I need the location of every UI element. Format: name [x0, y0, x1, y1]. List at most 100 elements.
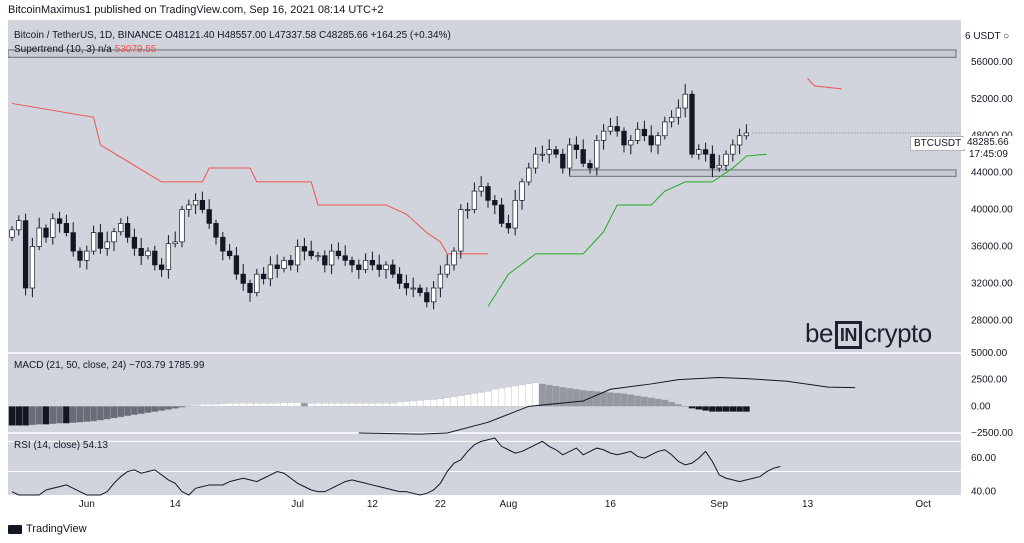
rsi-legend[interactable]: RSI (14, close) 54.13	[14, 440, 108, 451]
macd-bar-105	[722, 406, 730, 412]
candle-body-96	[662, 121, 668, 137]
macd-bar-20	[144, 406, 152, 413]
x-tick-3: 12	[367, 499, 379, 510]
macd-bar-17	[124, 406, 132, 417]
x-tick-1: 14	[170, 499, 182, 510]
tradingview-footer[interactable]: TradingView	[8, 523, 87, 535]
candle-body-28	[199, 199, 206, 210]
macd-bar-73	[504, 386, 512, 407]
main-y-tick-0: 56000.00	[971, 57, 1013, 68]
candle-body-34	[240, 273, 246, 284]
candle-body-56	[390, 264, 396, 275]
macd-bar-25	[178, 406, 186, 408]
candle-body-52	[362, 259, 369, 270]
macd-bar-88	[606, 392, 614, 407]
supertrend-legend[interactable]: Supertrend (10, 3) n/a 53079.55	[14, 44, 156, 55]
macd-bar-18	[130, 406, 138, 416]
macd-bar-106	[729, 406, 737, 412]
candle-body-38	[267, 264, 274, 280]
macd-bar-51	[355, 402, 363, 407]
macd-bar-34	[239, 402, 247, 407]
candle-body-79	[546, 149, 552, 155]
chart-canvas[interactable]: 56000.0052000.0048000.0044000.0040000.00…	[8, 20, 1016, 515]
candle-body-47	[328, 250, 335, 266]
candle-body-82	[566, 144, 573, 169]
candle-body-1	[16, 220, 22, 231]
candle-body-108	[743, 132, 750, 137]
candle-body-102	[702, 149, 709, 155]
macd-bar-57	[396, 401, 404, 407]
candle-body-32	[226, 250, 233, 257]
candle-body-70	[485, 186, 491, 201]
x-tick-2: Jul	[291, 499, 304, 510]
macd-bar-30	[212, 404, 220, 407]
macd-bar-56	[389, 402, 397, 407]
macd-bar-11	[83, 406, 91, 422]
candle-body-19	[138, 247, 144, 257]
candle-body-17	[124, 223, 131, 238]
main-y-tick-3: 44000.00	[971, 168, 1013, 179]
macd-bar-39	[273, 402, 281, 407]
symbol-tag: BTCUSDT	[910, 136, 966, 151]
candle-body-67	[464, 209, 471, 211]
candle-body-48	[335, 250, 342, 257]
candle-body-7	[56, 218, 63, 224]
macd-bar-42	[294, 402, 302, 407]
macd-bar-8	[62, 406, 70, 424]
macd-bar-19	[137, 406, 145, 414]
candle-body-50	[349, 259, 355, 266]
macd-bar-84	[579, 390, 587, 407]
candle-body-22	[158, 264, 165, 270]
symbol-legend[interactable]: Bitcoin / TetherUS, 1D, BINANCE O48121.4…	[14, 30, 451, 41]
macd-bar-43	[300, 402, 308, 407]
candle-body-91	[628, 140, 634, 146]
macd-bar-102	[702, 406, 710, 411]
macd-bar-35	[246, 402, 254, 407]
macd-bar-78	[538, 383, 546, 407]
supertrend-na: n/a	[97, 44, 112, 55]
candle-body-39	[274, 264, 280, 269]
macd-bar-4	[35, 406, 43, 425]
macd-bar-91	[627, 394, 635, 407]
candle-body-51	[356, 264, 362, 270]
candle-body-44	[308, 250, 314, 257]
macd-bar-59	[409, 400, 417, 407]
macd-bar-83	[572, 389, 580, 407]
macd-bar-46	[321, 402, 329, 407]
macd-bar-95	[654, 398, 662, 407]
candle-body-89	[614, 126, 620, 132]
macd-bar-103	[708, 406, 716, 412]
rsi-label: RSI (14, close)	[14, 440, 81, 451]
macd-bar-79	[545, 384, 553, 407]
support-resistance-zone-1	[569, 169, 957, 177]
candle-body-97	[668, 116, 675, 123]
macd-bar-92	[634, 395, 642, 407]
candle-body-105	[723, 153, 729, 166]
macd-bar-65	[450, 396, 458, 407]
logo-right: crypto	[863, 318, 932, 348]
candle-body-46	[322, 255, 328, 266]
macd-bar-87	[600, 391, 608, 407]
main-y-tick-7: 28000.00	[971, 315, 1013, 326]
macd-signal-line	[358, 377, 856, 435]
macd-bar-5	[42, 406, 50, 425]
plot-background	[8, 20, 1016, 495]
candle-body-36	[254, 273, 260, 293]
macd-bar-97	[668, 401, 676, 407]
supertrend-up-line	[487, 153, 767, 307]
macd-bar-2	[22, 406, 30, 426]
macd-bar-15	[110, 406, 118, 419]
macd-bar-21	[151, 406, 159, 412]
macd-bar-64	[443, 397, 451, 407]
macd-bar-41	[287, 402, 295, 407]
candle-body-43	[301, 246, 308, 252]
macd-bar-67	[464, 394, 472, 407]
macd-bar-77	[532, 382, 540, 407]
macd-legend[interactable]: MACD (21, 50, close, 24) −703.79 1785.99	[14, 360, 204, 371]
candle-body-72	[498, 204, 505, 224]
candle-body-64	[444, 264, 450, 275]
x-tick-0: Jun	[79, 499, 95, 510]
candle-body-63	[437, 273, 444, 289]
candle-body-12	[90, 232, 97, 252]
currency-label[interactable]: 6 USDT ○	[965, 31, 1010, 42]
